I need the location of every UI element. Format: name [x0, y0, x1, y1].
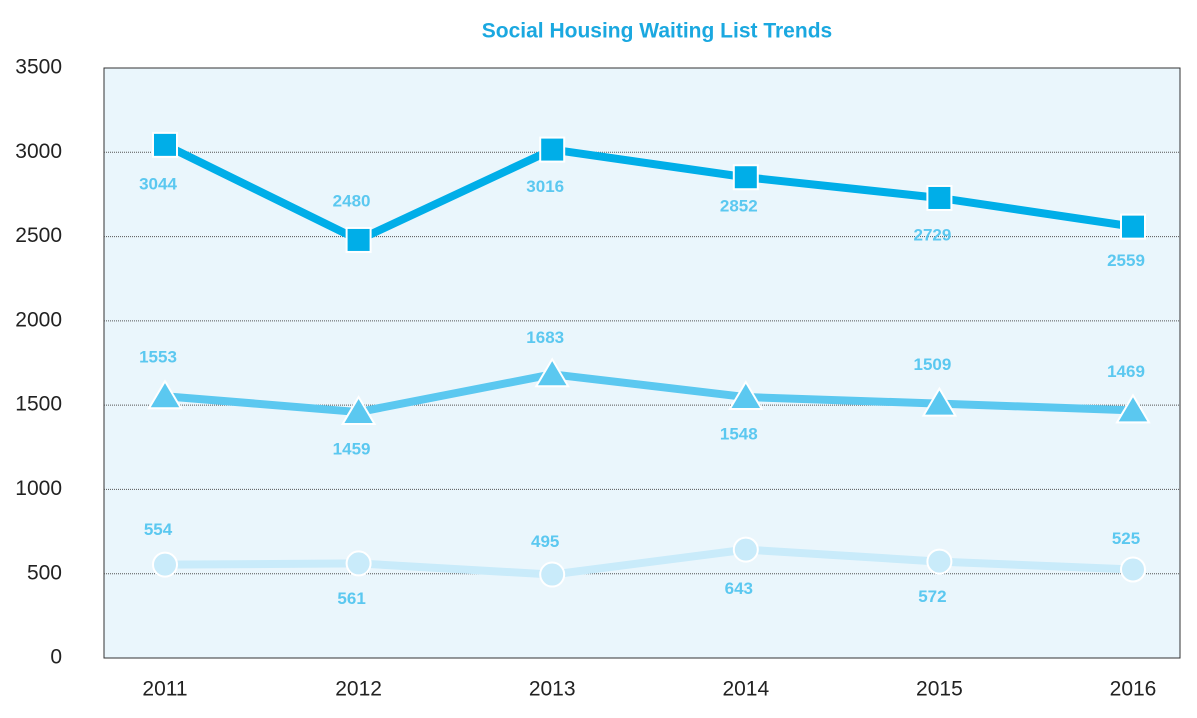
x-tick-label: 2014 — [722, 678, 769, 701]
y-tick-label: 1000 — [15, 477, 62, 500]
y-tick-label: 500 — [27, 561, 62, 584]
marker — [345, 226, 372, 253]
marker — [926, 184, 953, 211]
marker — [1120, 213, 1146, 240]
series-line — [163, 141, 1134, 244]
data-label: 1548 — [720, 425, 758, 444]
marker — [534, 357, 570, 388]
data-label: 2480 — [333, 191, 371, 210]
marker — [728, 380, 764, 411]
data-label: 561 — [337, 589, 365, 608]
data-label: 572 — [918, 587, 946, 606]
y-tick-label: 3500 — [15, 56, 62, 79]
x-tick-label: 2013 — [529, 678, 576, 701]
marker — [1115, 393, 1151, 424]
marker — [732, 164, 759, 191]
data-label: 495 — [531, 532, 559, 551]
chart-title: Social Housing Waiting List Trends — [482, 20, 832, 43]
data-label: 2559 — [1107, 251, 1145, 270]
y-tick-label: 2500 — [15, 224, 62, 247]
marker — [539, 561, 566, 588]
data-label: 1683 — [526, 328, 564, 347]
y-tick-label: 0 — [50, 646, 62, 669]
marker — [152, 131, 178, 158]
data-label: 1459 — [333, 440, 371, 459]
marker — [147, 379, 183, 410]
data-label: 3044 — [139, 174, 177, 193]
series-line — [164, 370, 1134, 417]
x-tick-label: 2012 — [335, 678, 382, 701]
x-tick-label: 2011 — [142, 678, 187, 701]
y-tick-label: 3000 — [15, 140, 62, 163]
marker — [345, 550, 372, 577]
series-line — [164, 545, 1134, 579]
marker — [152, 551, 178, 578]
data-label: 525 — [1112, 529, 1140, 548]
marker — [926, 548, 953, 575]
data-label: 1469 — [1107, 362, 1145, 381]
y-tick-label: 1500 — [15, 393, 62, 416]
marker — [1120, 556, 1146, 583]
marker — [732, 536, 759, 563]
plot-area — [103, 67, 1181, 659]
x-tick-label: 2015 — [916, 678, 963, 701]
marker — [340, 395, 377, 426]
data-label: 643 — [725, 579, 753, 598]
data-label: 1553 — [139, 348, 177, 367]
data-label: 2729 — [913, 225, 951, 244]
marker — [539, 136, 566, 163]
data-label: 554 — [144, 520, 173, 539]
data-label: 1509 — [913, 355, 951, 374]
data-label: 2852 — [720, 197, 758, 216]
data-label: 3016 — [526, 177, 564, 196]
x-tick-label: 2016 — [1110, 678, 1157, 701]
y-tick-label: 2000 — [15, 308, 62, 331]
marker — [921, 386, 958, 417]
